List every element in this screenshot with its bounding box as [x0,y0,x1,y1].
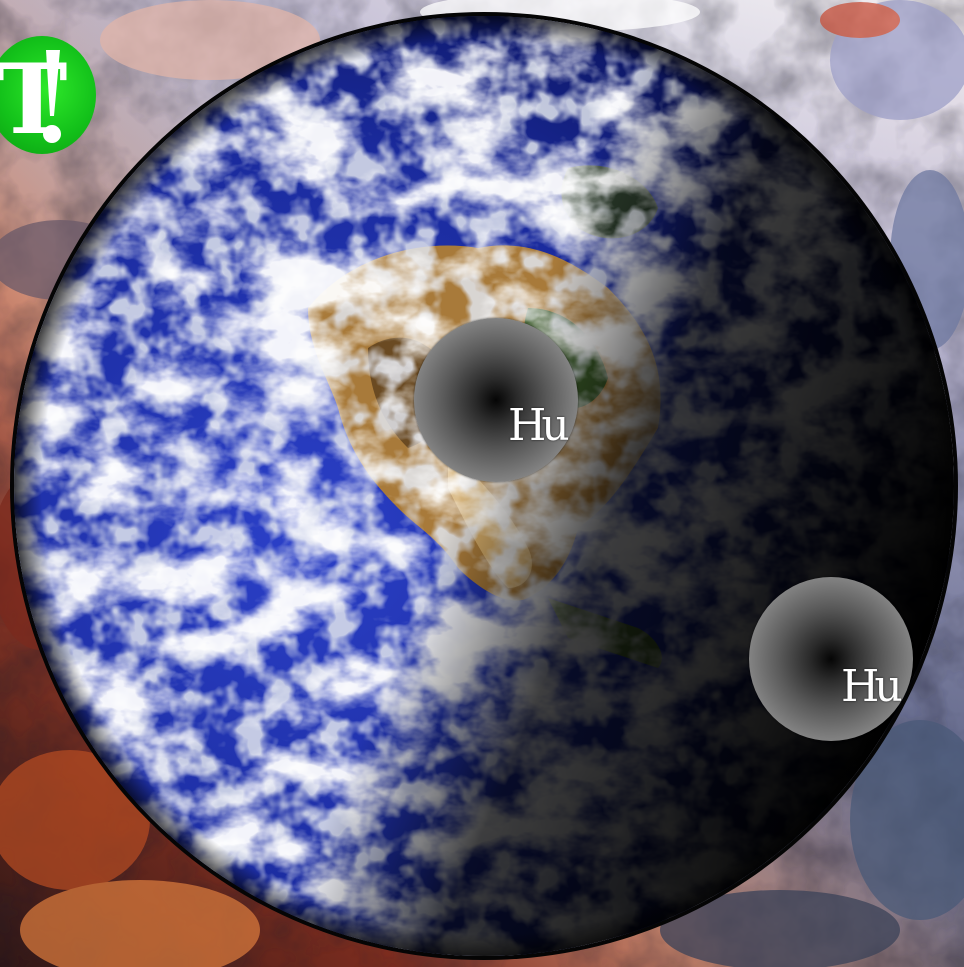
player-token-hu-2[interactable]: Hu [749,577,913,741]
player-token-hu-1[interactable]: Hu [414,318,578,482]
token-label: Hu [841,661,903,712]
app-logo[interactable]: T [0,36,96,154]
exclamation-icon [43,50,61,143]
earth-globe [10,12,958,960]
token-label: Hu [508,400,570,451]
